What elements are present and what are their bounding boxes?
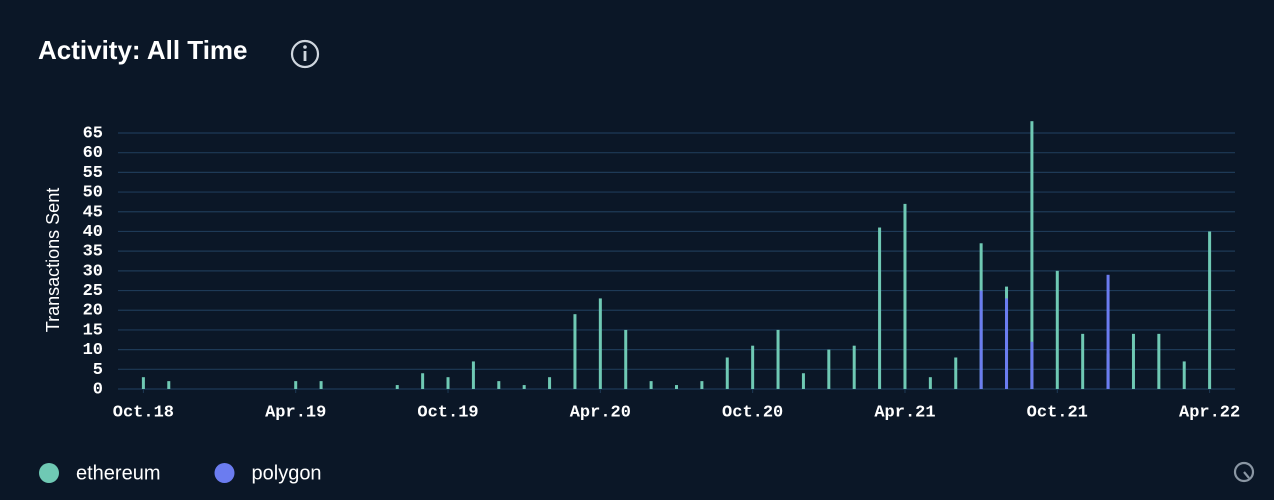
bar	[1157, 333, 1161, 389]
bar	[827, 349, 831, 389]
x-tick-label: Oct.19	[417, 403, 478, 422]
bar	[1055, 270, 1059, 389]
y-tick-label: 15	[83, 321, 103, 340]
bar	[294, 381, 298, 389]
refresh-hand	[1243, 471, 1250, 479]
bar	[852, 345, 856, 389]
x-tick-label: Apr.20	[570, 403, 631, 422]
bar	[395, 385, 399, 389]
y-tick-label: 30	[83, 262, 103, 281]
refresh-circle	[1233, 461, 1255, 483]
bar	[446, 377, 450, 389]
bar	[167, 381, 171, 389]
y-axis-label: Transactions Sent	[43, 188, 63, 332]
y-tick-label: 35	[83, 243, 103, 262]
bar	[421, 373, 425, 389]
bar	[141, 377, 145, 389]
bar	[700, 381, 704, 389]
bar	[1030, 341, 1034, 389]
legend-swatch	[214, 463, 235, 483]
legend-item[interactable]: polygon	[214, 462, 322, 484]
bar	[497, 381, 501, 389]
x-tick-label: Oct.18	[113, 403, 174, 422]
y-tick-label: 65	[83, 124, 103, 143]
info-stem	[303, 51, 307, 61]
bar	[1208, 231, 1212, 389]
x-tick-label: Apr.19	[265, 403, 326, 422]
y-tick-label: 60	[83, 144, 103, 163]
bar	[1030, 121, 1034, 389]
bar	[776, 329, 780, 389]
bar	[573, 314, 577, 389]
legend-label: polygon	[252, 462, 322, 484]
bar	[624, 329, 628, 389]
info-circle	[290, 39, 320, 69]
bar	[1182, 361, 1186, 389]
x-tick-label: Oct.20	[722, 403, 783, 422]
x-tick-label: Oct.21	[1027, 403, 1088, 422]
bar	[801, 373, 805, 389]
bar	[649, 381, 653, 389]
y-tick-label: 10	[83, 341, 103, 360]
bar	[979, 290, 983, 389]
y-tick-label: 45	[83, 203, 103, 222]
x-tick-label: Apr.22	[1179, 403, 1240, 422]
bar	[954, 357, 958, 389]
bar	[1005, 298, 1009, 389]
y-tick-label: 40	[83, 223, 103, 242]
y-tick-label: 0	[93, 380, 103, 399]
info-icon[interactable]	[290, 39, 320, 69]
bar	[548, 377, 552, 389]
bar	[928, 377, 932, 389]
legend-item[interactable]: ethereum	[39, 462, 161, 484]
x-tick-label: Apr.21	[874, 403, 935, 422]
y-tick-label: 25	[83, 282, 103, 301]
bar	[471, 361, 475, 389]
bar	[319, 381, 323, 389]
bar	[1131, 333, 1135, 389]
chart-title: Activity: All Time	[38, 35, 248, 65]
refresh-icon[interactable]	[1233, 461, 1255, 483]
bar	[878, 227, 882, 389]
legend-label: ethereum	[76, 462, 161, 484]
bar	[751, 345, 755, 389]
bar	[522, 385, 526, 389]
bar	[1081, 333, 1085, 389]
info-dot	[303, 45, 307, 49]
bar	[675, 385, 678, 389]
legend-swatch	[39, 463, 59, 483]
y-tick-label: 55	[83, 164, 103, 183]
bar	[725, 357, 729, 389]
y-tick-label: 5	[93, 361, 103, 380]
y-tick-label: 20	[83, 302, 103, 321]
y-tick-label: 50	[83, 184, 103, 203]
bar	[1106, 274, 1110, 389]
bar	[598, 298, 602, 389]
bar	[903, 203, 907, 389]
